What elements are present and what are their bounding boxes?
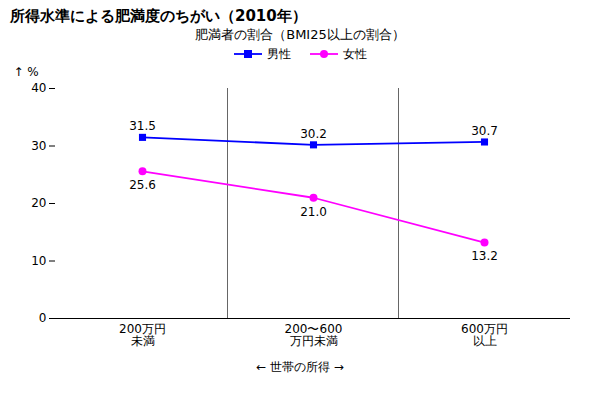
svg-text:0: 0 bbox=[39, 311, 47, 325]
svg-text:30: 30 bbox=[31, 139, 46, 153]
html-text:女性: 女性 bbox=[343, 47, 367, 61]
html-text:男性: 男性 bbox=[267, 47, 291, 61]
svg-text:30.7: 30.7 bbox=[471, 124, 498, 138]
svg-text:20: 20 bbox=[31, 196, 46, 210]
svg-text:200〜600万円未満: 200〜600万円未満 bbox=[285, 322, 343, 348]
svg-text:13.2: 13.2 bbox=[471, 249, 498, 263]
svg-text:600万円以上: 600万円以上 bbox=[461, 322, 508, 348]
svg-text:↑ %: ↑ % bbox=[14, 65, 39, 79]
html-text:← 世帯の所得 →: ← 世帯の所得 → bbox=[256, 360, 344, 374]
html-text:所得水準による肥満度のちがい（2010年）: 所得水準による肥満度のちがい（2010年） bbox=[10, 7, 307, 25]
svg-text:40: 40 bbox=[31, 81, 46, 95]
svg-text:25.6: 25.6 bbox=[129, 178, 156, 192]
svg-text:31.5: 31.5 bbox=[129, 119, 156, 133]
svg-text:21.0: 21.0 bbox=[300, 205, 327, 219]
html-text:肥満者の割合（BMI25以上の割合）: 肥満者の割合（BMI25以上の割合） bbox=[195, 27, 405, 42]
svg-text:30.2: 30.2 bbox=[300, 127, 327, 141]
svg-text:10: 10 bbox=[31, 254, 46, 268]
svg-text:200万円未満: 200万円未満 bbox=[119, 322, 166, 348]
